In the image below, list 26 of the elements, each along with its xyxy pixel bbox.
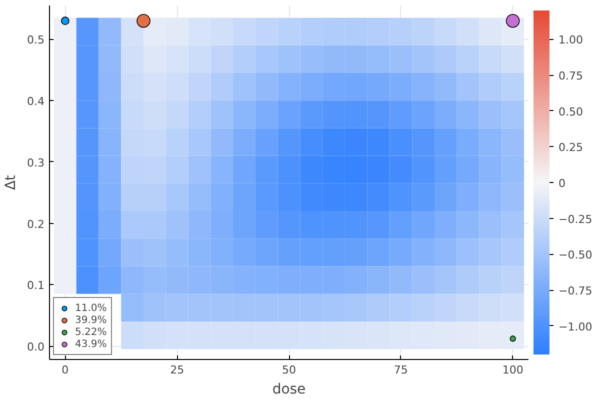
x-tick-label: 50: [282, 364, 296, 376]
y-tick-label: 0.0: [27, 340, 45, 354]
y-tick-label: 0.2: [27, 218, 45, 231]
color-bar-label: 0.25: [558, 141, 583, 154]
legend-label: 43.9%: [75, 338, 107, 350]
color-bar-label: −1.00: [558, 320, 592, 334]
y-tick-label: 0.5: [27, 34, 45, 47]
color-bar-label: 1.00: [558, 34, 583, 47]
color-bar-label: 0.75: [558, 70, 583, 82]
legend-label: 5.22%: [75, 326, 107, 338]
x-tick-label: 75: [394, 364, 408, 376]
y-tick-label: 0.1: [27, 279, 45, 292]
legend-label: 39.9%: [75, 314, 107, 326]
x-tick-label: 25: [170, 364, 184, 376]
x-tick-label: 100: [502, 364, 524, 376]
legend-label: 11.0%: [75, 302, 107, 314]
y-axis-title: Δt: [3, 174, 20, 190]
color-bar-label: −0.75: [558, 284, 592, 298]
color-bar-label: 0: [558, 177, 566, 190]
color-bar-label: 0.50: [558, 105, 583, 118]
color-bar-label: −0.50: [558, 248, 592, 262]
x-tick-label: 0: [62, 364, 69, 376]
x-axis-title: dose: [272, 382, 306, 398]
y-tick-label: 0.4: [27, 95, 45, 108]
color-bar-label: −0.25: [558, 212, 592, 226]
y-tick-label: 0.3: [27, 156, 45, 170]
